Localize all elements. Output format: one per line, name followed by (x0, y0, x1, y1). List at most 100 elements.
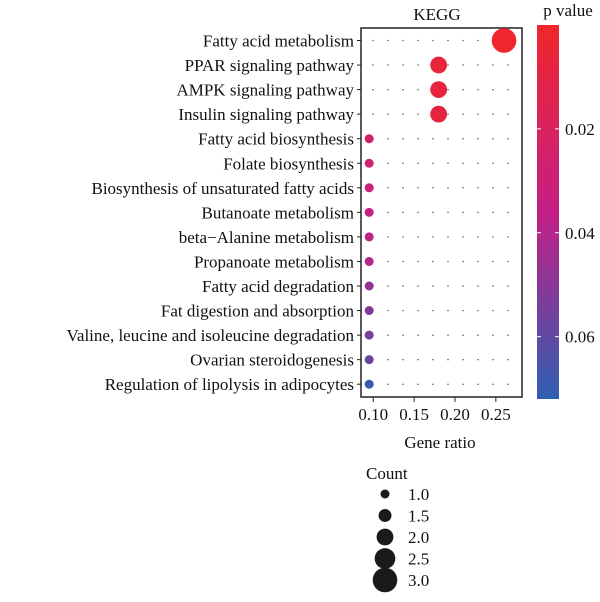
grid-dot (432, 334, 434, 336)
grid-dot (447, 334, 449, 336)
data-point (491, 28, 517, 53)
grid-dot (492, 187, 494, 189)
data-point (364, 183, 374, 193)
grid-dot (387, 236, 389, 238)
size-legend-dot (380, 489, 390, 499)
grid-dot (507, 309, 509, 312)
grid-dot (387, 187, 389, 189)
grid-dot (477, 334, 479, 336)
size-legend-label: 1.5 (408, 507, 429, 526)
data-point (364, 232, 374, 242)
grid-dot (447, 113, 449, 115)
grid-dot (447, 260, 449, 263)
grid-dot (447, 211, 449, 214)
grid-dot (387, 211, 389, 214)
grid-dot (477, 383, 479, 385)
grid-dot (417, 358, 419, 361)
grid-dot (447, 64, 449, 66)
grid-dot (417, 260, 419, 263)
grid-dot (402, 285, 404, 287)
category-label: Fat digestion and absorption (161, 302, 355, 321)
data-point (364, 355, 374, 365)
size-legend-label: 3.0 (408, 571, 429, 590)
size-legend-label: 2.5 (408, 550, 429, 569)
x-tick-label: 0.20 (440, 405, 470, 424)
grid-dot (477, 64, 479, 66)
grid-dot (417, 334, 419, 336)
category-label: Regulation of lipolysis in adipocytes (105, 375, 354, 394)
size-legend-dot (376, 528, 394, 546)
data-point (430, 81, 448, 98)
category-label: Fatty acid degradation (202, 277, 355, 296)
grid-dot (462, 162, 464, 164)
data-point (430, 56, 448, 74)
size-legend-title: Count (366, 464, 408, 483)
grid-dot (447, 309, 449, 312)
grid-dot (462, 260, 464, 263)
grid-dot (507, 383, 509, 385)
data-point (364, 306, 374, 316)
grid-dot (507, 285, 509, 287)
grid-dot (477, 162, 479, 164)
grid-dot (447, 383, 449, 385)
grid-dot (447, 137, 449, 140)
size-legend-dot (378, 509, 392, 522)
grid-dot (402, 137, 404, 140)
category-label: Fatty acid biosynthesis (198, 130, 354, 149)
grid-dot (402, 88, 404, 91)
grid-dot (477, 88, 479, 91)
category-label: Ovarian steroidogenesis (190, 351, 354, 370)
category-label: Biosynthesis of unsaturated fatty acids (91, 179, 354, 198)
grid-dot (477, 39, 479, 42)
data-points (364, 28, 517, 389)
grid-dot (507, 88, 509, 91)
category-label: Butanoate metabolism (202, 203, 355, 222)
grid-dot (507, 211, 509, 214)
grid-dot (492, 285, 494, 287)
grid-dot (507, 358, 509, 361)
grid-dot (462, 383, 464, 385)
grid-dot (477, 137, 479, 140)
grid-dot (507, 113, 509, 115)
grid-dot (432, 211, 434, 214)
grid-dot (417, 39, 419, 42)
grid-dot (507, 137, 509, 140)
grid-dot (462, 187, 464, 189)
grid-dot (477, 113, 479, 115)
grid-dot (417, 383, 419, 385)
grid-dot (507, 236, 509, 238)
grid-dot (492, 358, 494, 361)
grid-dot (447, 88, 449, 91)
grid-dot (462, 88, 464, 91)
grid-dot (492, 211, 494, 214)
grid-dot (462, 285, 464, 287)
grid-dot (492, 113, 494, 115)
colorbar-tick-label: 0.04 (565, 224, 595, 243)
colorbar-tick-label: 0.06 (565, 328, 595, 347)
grid-dot (402, 236, 404, 238)
grid-dot (492, 309, 494, 312)
grid-dot (402, 113, 404, 115)
grid-dot (387, 137, 389, 140)
data-point (364, 281, 374, 291)
grid-dot (462, 137, 464, 140)
grid-dot (372, 113, 374, 115)
x-axis-ticks: 0.10 0.15 0.20 0.25 (358, 397, 511, 424)
grid-dot (387, 162, 389, 164)
grid-dot (462, 358, 464, 361)
data-point (364, 158, 374, 168)
x-tick-label: 0.15 (399, 405, 429, 424)
grid-dot (462, 39, 464, 42)
grid-dot (432, 383, 434, 385)
grid-dot (432, 285, 434, 287)
grid-dot (387, 113, 389, 115)
grid-dot (477, 187, 479, 189)
grid-dot (432, 39, 434, 42)
data-point (364, 256, 374, 266)
grid-dot (477, 260, 479, 263)
grid-dot (432, 162, 434, 164)
grid-dot (507, 260, 509, 263)
grid-dot (387, 64, 389, 66)
category-label: beta−Alanine metabolism (179, 228, 354, 247)
grid-dot (402, 39, 404, 42)
